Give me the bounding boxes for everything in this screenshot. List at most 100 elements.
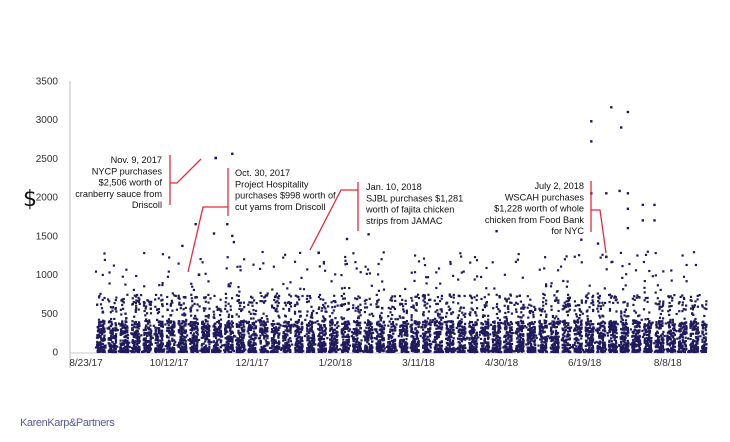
data-point (365, 306, 369, 309)
data-point (271, 342, 274, 345)
data-point (289, 295, 293, 298)
data-point (312, 349, 315, 352)
data-point (475, 331, 478, 334)
data-point (191, 337, 194, 340)
data-point (427, 310, 430, 313)
data-point (468, 346, 472, 350)
data-point (509, 294, 512, 297)
data-point (460, 320, 463, 324)
data-point (323, 325, 326, 328)
data-point (294, 350, 297, 353)
data-point (342, 333, 345, 336)
data-point (171, 334, 174, 337)
data-point (412, 341, 415, 344)
data-point (427, 338, 430, 341)
data-point (439, 282, 442, 285)
data-point (247, 343, 250, 346)
data-point (345, 338, 348, 342)
data-point (166, 319, 169, 322)
data-point (287, 341, 290, 344)
data-point (131, 324, 134, 327)
data-point (522, 349, 525, 352)
data-point (533, 305, 536, 308)
data-point (458, 322, 461, 325)
data-point (448, 293, 451, 296)
data-point (97, 333, 100, 336)
data-point (146, 320, 149, 323)
data-point (274, 309, 277, 313)
data-point (470, 325, 473, 328)
data-point (440, 344, 443, 347)
data-point (505, 339, 508, 343)
data-point (157, 321, 160, 324)
data-point (427, 343, 430, 346)
data-point (261, 350, 264, 353)
data-point (496, 339, 500, 342)
data-point (264, 350, 268, 353)
data-point (305, 333, 308, 336)
data-point (439, 322, 442, 325)
data-point (219, 309, 222, 312)
data-point (150, 332, 153, 335)
data-point (125, 268, 128, 271)
data-point (530, 343, 533, 347)
data-point (394, 329, 397, 332)
data-point (263, 326, 267, 329)
data-point (289, 326, 292, 329)
data-point (452, 328, 455, 332)
data-point (439, 323, 442, 326)
data-point (303, 334, 306, 338)
data-point (399, 316, 402, 319)
data-point (526, 334, 529, 337)
data-point (196, 333, 199, 336)
data-point (159, 347, 163, 350)
data-point (312, 309, 315, 312)
data-point (193, 350, 196, 353)
data-point (149, 347, 152, 350)
data-point (113, 317, 116, 320)
data-point (395, 349, 398, 352)
data-point (472, 338, 475, 341)
data-point (370, 334, 373, 337)
data-point (330, 348, 334, 351)
data-point (240, 320, 243, 323)
data-point (405, 349, 408, 352)
data-point (149, 337, 152, 340)
data-point (150, 343, 153, 346)
data-point (193, 340, 196, 343)
data-point (312, 347, 315, 350)
data-point (219, 334, 222, 337)
data-point (440, 297, 443, 300)
data-point (212, 344, 216, 348)
data-point (363, 311, 366, 314)
data-point (523, 306, 526, 309)
data-point (144, 345, 147, 348)
data-point (367, 268, 370, 271)
data-point (134, 310, 137, 313)
data-point (318, 345, 322, 348)
data-point (274, 340, 277, 343)
data-point (177, 294, 180, 297)
data-point (137, 296, 140, 299)
data-point (487, 314, 490, 317)
data-point (354, 297, 357, 300)
data-point (249, 341, 252, 344)
data-point (544, 344, 547, 347)
data-point (271, 345, 274, 348)
data-point (194, 348, 197, 351)
data-point (387, 334, 390, 337)
data-point (236, 299, 239, 302)
data-point (474, 336, 477, 340)
data-point (205, 347, 209, 350)
data-point (98, 324, 101, 327)
data-point (429, 344, 432, 347)
data-point (312, 343, 315, 346)
data-point (149, 302, 152, 305)
data-point (202, 342, 205, 345)
data-point (435, 343, 438, 346)
data-point (253, 321, 256, 324)
data-point (195, 335, 198, 338)
data-point (462, 332, 465, 335)
data-point (390, 322, 393, 326)
data-point (262, 312, 265, 315)
